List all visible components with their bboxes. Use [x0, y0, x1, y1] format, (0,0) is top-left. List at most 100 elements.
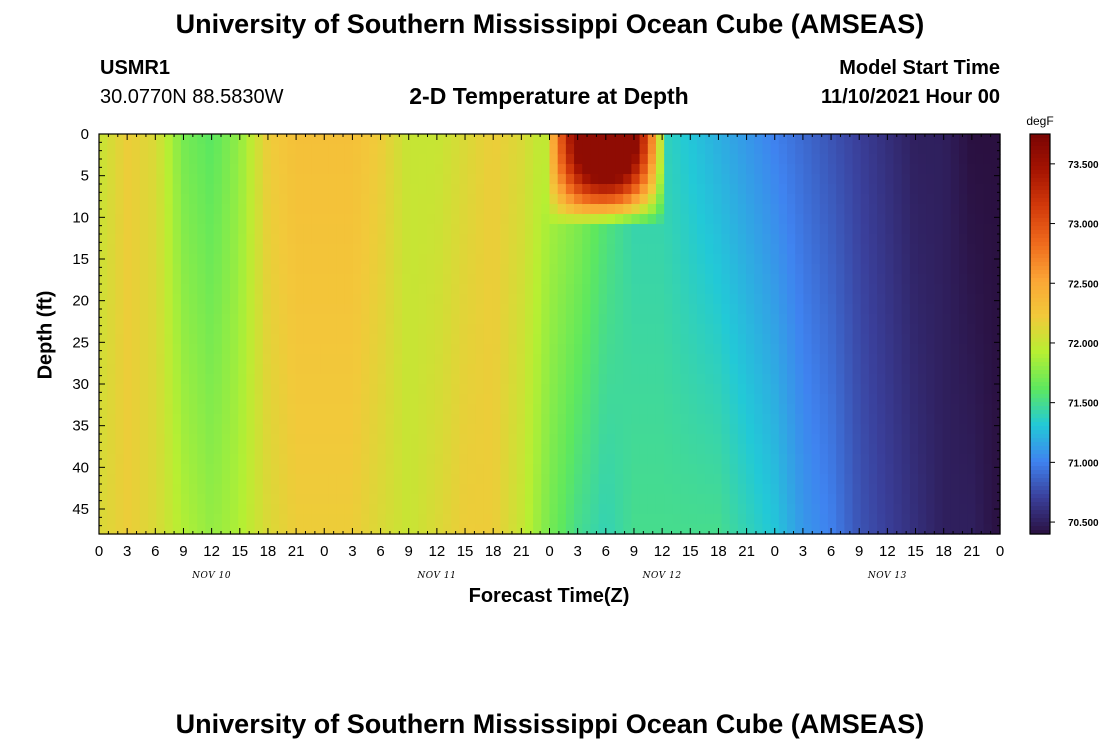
heatmap-cell	[533, 314, 542, 325]
heatmap-cell	[827, 374, 837, 385]
heatmap-cell	[795, 194, 805, 205]
heatmap-cell	[467, 364, 477, 375]
heatmap-cell	[803, 214, 813, 225]
heatmap-cell	[565, 244, 575, 255]
heatmap-cell	[565, 194, 575, 205]
heatmap-cell	[99, 244, 108, 255]
heatmap-cell	[516, 434, 526, 445]
heatmap-cell	[246, 464, 256, 475]
heatmap-cell	[688, 474, 698, 485]
heatmap-cell	[713, 214, 723, 225]
heatmap-cell	[615, 204, 624, 215]
heatmap-cell	[909, 234, 919, 245]
heatmap-cell	[664, 374, 673, 385]
heatmap-cell	[336, 224, 346, 235]
heatmap-cell	[598, 194, 608, 205]
heatmap-cell	[156, 504, 166, 515]
heatmap-cell	[443, 274, 452, 285]
heatmap-cell	[271, 414, 280, 425]
heatmap-cell	[565, 514, 575, 525]
heatmap-cell	[467, 374, 477, 385]
heatmap-cell	[328, 154, 338, 165]
heatmap-cell	[148, 504, 157, 515]
heatmap-cell	[615, 344, 624, 355]
heatmap-cell	[443, 524, 452, 535]
heatmap-cell	[623, 164, 633, 175]
heatmap-cell	[967, 384, 977, 395]
heatmap-cell	[361, 424, 370, 435]
heatmap-cell	[721, 334, 731, 345]
heatmap-cell	[164, 514, 174, 525]
heatmap-cell	[451, 204, 460, 215]
heatmap-cell	[983, 174, 993, 185]
heatmap-cell	[451, 264, 460, 275]
heatmap-cell	[967, 454, 977, 465]
heatmap-cell	[778, 464, 788, 475]
heatmap-cell	[754, 334, 764, 345]
heatmap-cell	[230, 254, 239, 265]
heatmap-cell	[885, 434, 895, 445]
heatmap-cell	[508, 484, 518, 495]
heatmap-cell	[99, 234, 108, 245]
heatmap-cell	[230, 204, 239, 215]
heatmap-cell	[533, 354, 542, 365]
heatmap-cell	[631, 374, 641, 385]
heatmap-cell	[991, 474, 1001, 485]
heatmap-cell	[688, 244, 698, 255]
heatmap-cell	[918, 504, 927, 515]
heatmap-cell	[647, 284, 657, 295]
heatmap-cell	[852, 354, 862, 365]
heatmap-cell	[271, 364, 280, 375]
heatmap-cell	[295, 384, 305, 395]
heatmap-cell	[959, 344, 968, 355]
heatmap-cell	[180, 484, 190, 495]
heatmap-cell	[352, 484, 362, 495]
heatmap-cell	[770, 304, 780, 315]
heatmap-cell	[344, 144, 354, 155]
heatmap-cell	[123, 444, 133, 455]
heatmap-cell	[139, 394, 149, 405]
heatmap-cell	[483, 314, 493, 325]
heatmap-cell	[271, 314, 280, 325]
heatmap-cell	[983, 344, 993, 355]
heatmap-cell	[852, 524, 862, 535]
heatmap-cell	[787, 384, 796, 395]
heatmap-cell	[844, 514, 854, 525]
heatmap-cell	[942, 354, 952, 365]
heatmap-cell	[623, 444, 633, 455]
heatmap-cell	[131, 304, 141, 315]
heatmap-cell	[385, 344, 395, 355]
heatmap-cell	[606, 504, 616, 515]
heatmap-cell	[664, 454, 673, 465]
heatmap-cell	[434, 274, 444, 285]
heatmap-cell	[172, 244, 182, 255]
heatmap-cell	[393, 174, 403, 185]
heatmap-cell	[361, 244, 370, 255]
heatmap-cell	[262, 154, 272, 165]
heatmap-cell	[402, 374, 411, 385]
x-tick-label: 0	[771, 543, 779, 560]
heatmap-cell	[467, 264, 477, 275]
heatmap-cell	[827, 424, 837, 435]
heatmap-cell	[377, 484, 387, 495]
heatmap-cell	[696, 134, 706, 145]
heatmap-cell	[557, 334, 567, 345]
heatmap-cell	[918, 514, 927, 525]
heatmap-cell	[164, 264, 174, 275]
heatmap-cell	[664, 364, 673, 375]
heatmap-cell	[385, 414, 395, 425]
heatmap-cell	[950, 334, 960, 345]
heatmap-cell	[287, 274, 297, 285]
heatmap-cell	[230, 354, 239, 365]
heatmap-cell	[778, 344, 788, 355]
heatmap-cell	[475, 514, 485, 525]
heatmap-cell	[664, 174, 673, 185]
heatmap-cell	[148, 394, 157, 405]
heatmap-cell	[909, 454, 919, 465]
heatmap-cell	[172, 154, 182, 165]
heatmap-cell	[361, 264, 370, 275]
heatmap-cell	[459, 524, 469, 535]
heatmap-cell	[516, 284, 526, 295]
heatmap-cell	[705, 344, 714, 355]
heatmap-cell	[467, 244, 477, 255]
